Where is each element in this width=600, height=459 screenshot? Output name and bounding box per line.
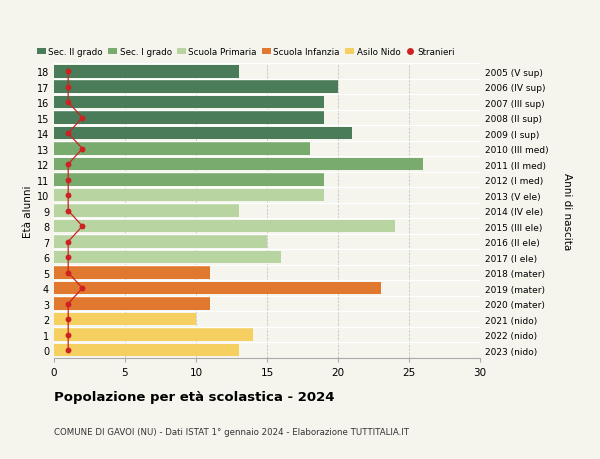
Point (64, 331, 73, 338)
Point (77, 285, 87, 292)
Point (77, 146, 87, 153)
Bar (54, 96, 324, 109)
Point (64, 130, 73, 138)
Point (64, 207, 73, 215)
Point (64, 68, 73, 76)
Bar (54, 174, 324, 186)
Bar (54, 205, 239, 218)
Point (64, 84, 73, 91)
Text: COMUNE DI GAVOI (NU) - Dati ISTAT 1° gennaio 2024 - Elaborazione TUTTITALIA.IT: COMUNE DI GAVOI (NU) - Dati ISTAT 1° gen… (54, 427, 409, 436)
Bar (54, 297, 210, 310)
Point (64, 269, 73, 277)
Point (64, 99, 73, 106)
Bar (54, 112, 324, 125)
Point (77, 115, 87, 122)
Y-axis label: Anni di nascita: Anni di nascita (562, 173, 572, 250)
Bar (54, 267, 210, 280)
Point (64, 161, 73, 168)
Point (77, 223, 87, 230)
Bar (54, 282, 380, 295)
Point (64, 238, 73, 246)
Bar (54, 313, 196, 326)
Point (64, 300, 73, 308)
Y-axis label: Età alunni: Età alunni (23, 185, 32, 237)
Point (64, 177, 73, 184)
Point (64, 254, 73, 261)
Bar (54, 143, 310, 156)
Text: Popolazione per età scolastica - 2024: Popolazione per età scolastica - 2024 (54, 390, 335, 403)
Bar (54, 251, 281, 264)
Point (64, 316, 73, 323)
Point (64, 192, 73, 199)
Point (64, 347, 73, 354)
Bar (54, 128, 352, 140)
Bar (54, 329, 253, 341)
Bar (54, 344, 239, 357)
Bar (54, 81, 338, 94)
Bar (54, 158, 423, 171)
Bar (54, 236, 267, 248)
Bar (54, 190, 324, 202)
Bar (54, 66, 239, 78)
Legend: Sec. II grado, Sec. I grado, Scuola Primaria, Scuola Infanzia, Asilo Nido, Stran: Sec. II grado, Sec. I grado, Scuola Prim… (37, 48, 454, 57)
Bar (54, 220, 395, 233)
